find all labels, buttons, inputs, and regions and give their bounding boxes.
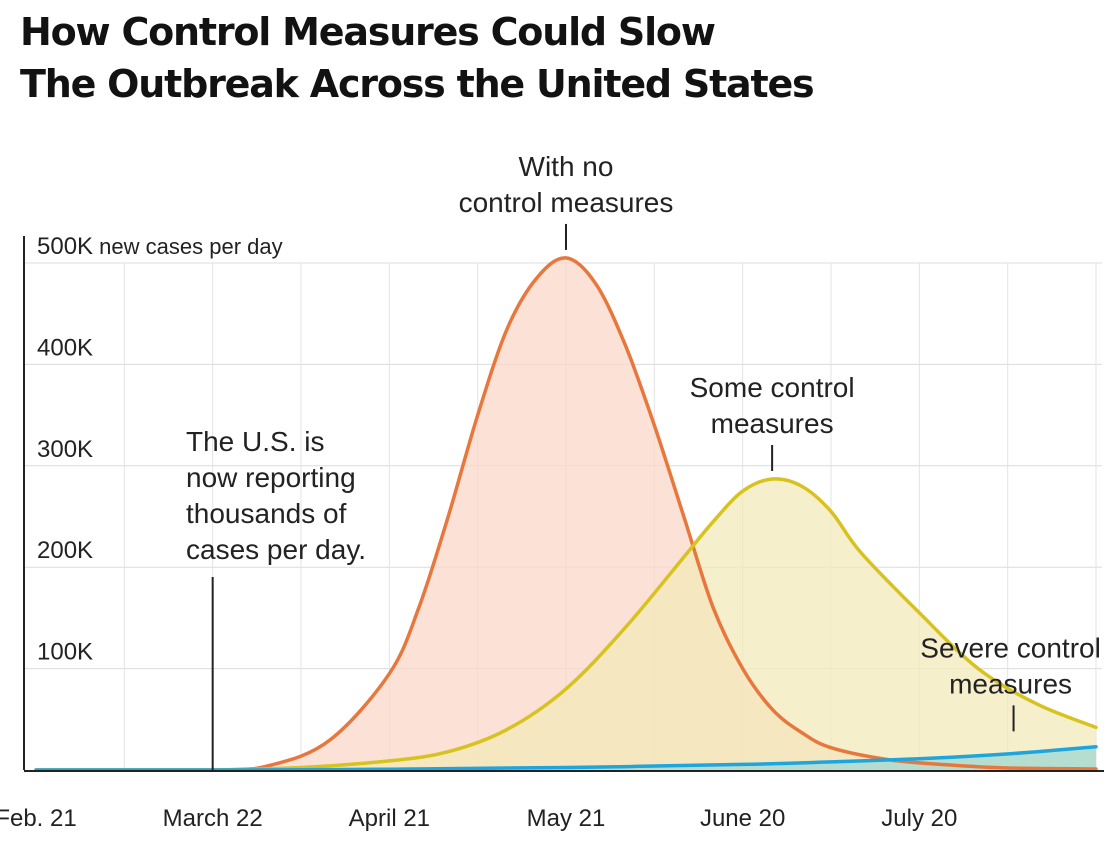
x-tick-label: Feb. 21 <box>0 805 77 832</box>
title-line-2: The Outbreak Across the United States <box>20 62 815 106</box>
annotation-none: control measures <box>459 187 674 218</box>
area-none <box>36 257 1096 770</box>
annotation-some: Some control <box>690 372 855 403</box>
line-none <box>34 256 1098 772</box>
annotation-some: measures <box>711 408 834 439</box>
chart-title: How Control Measures Could Slow The Outb… <box>20 6 815 110</box>
area-some <box>36 478 1096 770</box>
annotation-reporting: now reporting <box>186 462 356 493</box>
area-severe <box>36 746 1096 770</box>
y-tick-label: 200K <box>37 537 93 564</box>
y-tick-label: 300K <box>37 436 93 463</box>
x-tick-label: March 22 <box>163 805 263 832</box>
annotation-reporting: cases per day. <box>186 534 366 565</box>
annotation-reporting: The U.S. is <box>186 426 324 457</box>
line-some <box>34 477 1098 772</box>
axis-layer: 500K new cases per day 400K 300K 200K 100K Fe… <box>0 233 1104 832</box>
annotation-none: With no <box>519 151 614 182</box>
title-line-1: How Control Measures Could Slow <box>20 10 716 54</box>
x-tick-label: April 21 <box>349 805 430 832</box>
x-tick-label: June 20 <box>700 805 785 832</box>
annotation-reporting: thousands of <box>186 498 347 529</box>
x-tick-label: May 21 <box>527 805 606 832</box>
y-tick-label: 100K <box>37 639 93 666</box>
annotation-layer: With no control measures Some control measu… <box>186 151 1101 770</box>
y-tick-label: 500K new cases per day <box>37 233 283 260</box>
annotation-severe: measures <box>949 668 1072 699</box>
annotation-severe: Severe control <box>920 632 1101 663</box>
x-tick-label: July 20 <box>881 805 957 832</box>
y-tick-label: 400K <box>37 334 93 361</box>
line-layer <box>34 256 1098 772</box>
area-layer <box>36 257 1096 770</box>
line-severe <box>34 744 1098 772</box>
